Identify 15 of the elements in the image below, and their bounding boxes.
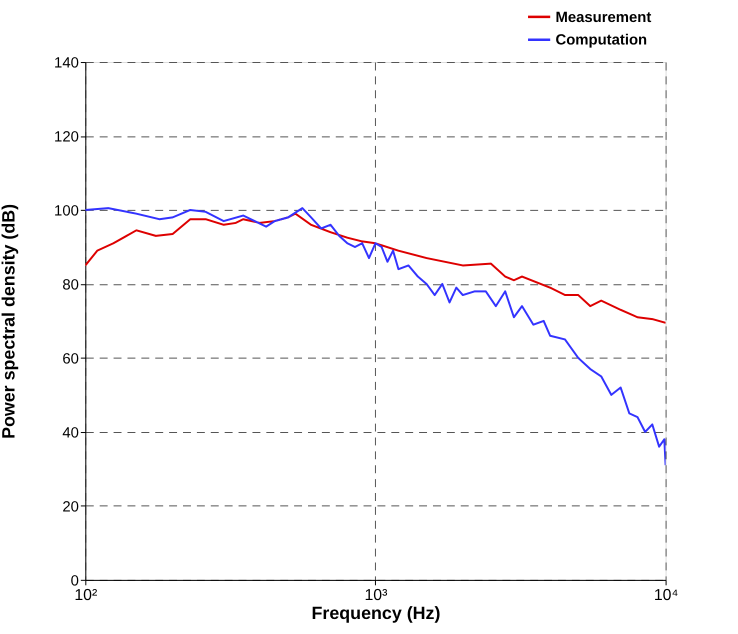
y-tick-label: 80	[62, 277, 79, 294]
y-axis-title: Power spectral density (dB)	[0, 204, 18, 439]
y-tick-label: 20	[62, 499, 79, 516]
x-tick-label: 10³	[364, 587, 388, 604]
x-axis-title: Frequency (Hz)	[312, 603, 440, 624]
x-tick-label: 10⁴	[654, 587, 678, 604]
x-tick-label: 10²	[74, 587, 98, 604]
y-tick-label: 120	[54, 129, 79, 146]
y-tick-label: 140	[54, 55, 79, 72]
y-tick-label: 60	[62, 351, 79, 368]
legend-label: Computation	[555, 32, 648, 49]
y-tick-label: 40	[62, 425, 79, 442]
y-tick-label: 100	[54, 203, 79, 220]
y-tick-label: 0	[70, 573, 79, 590]
legend-label: Measurement	[555, 10, 652, 26]
